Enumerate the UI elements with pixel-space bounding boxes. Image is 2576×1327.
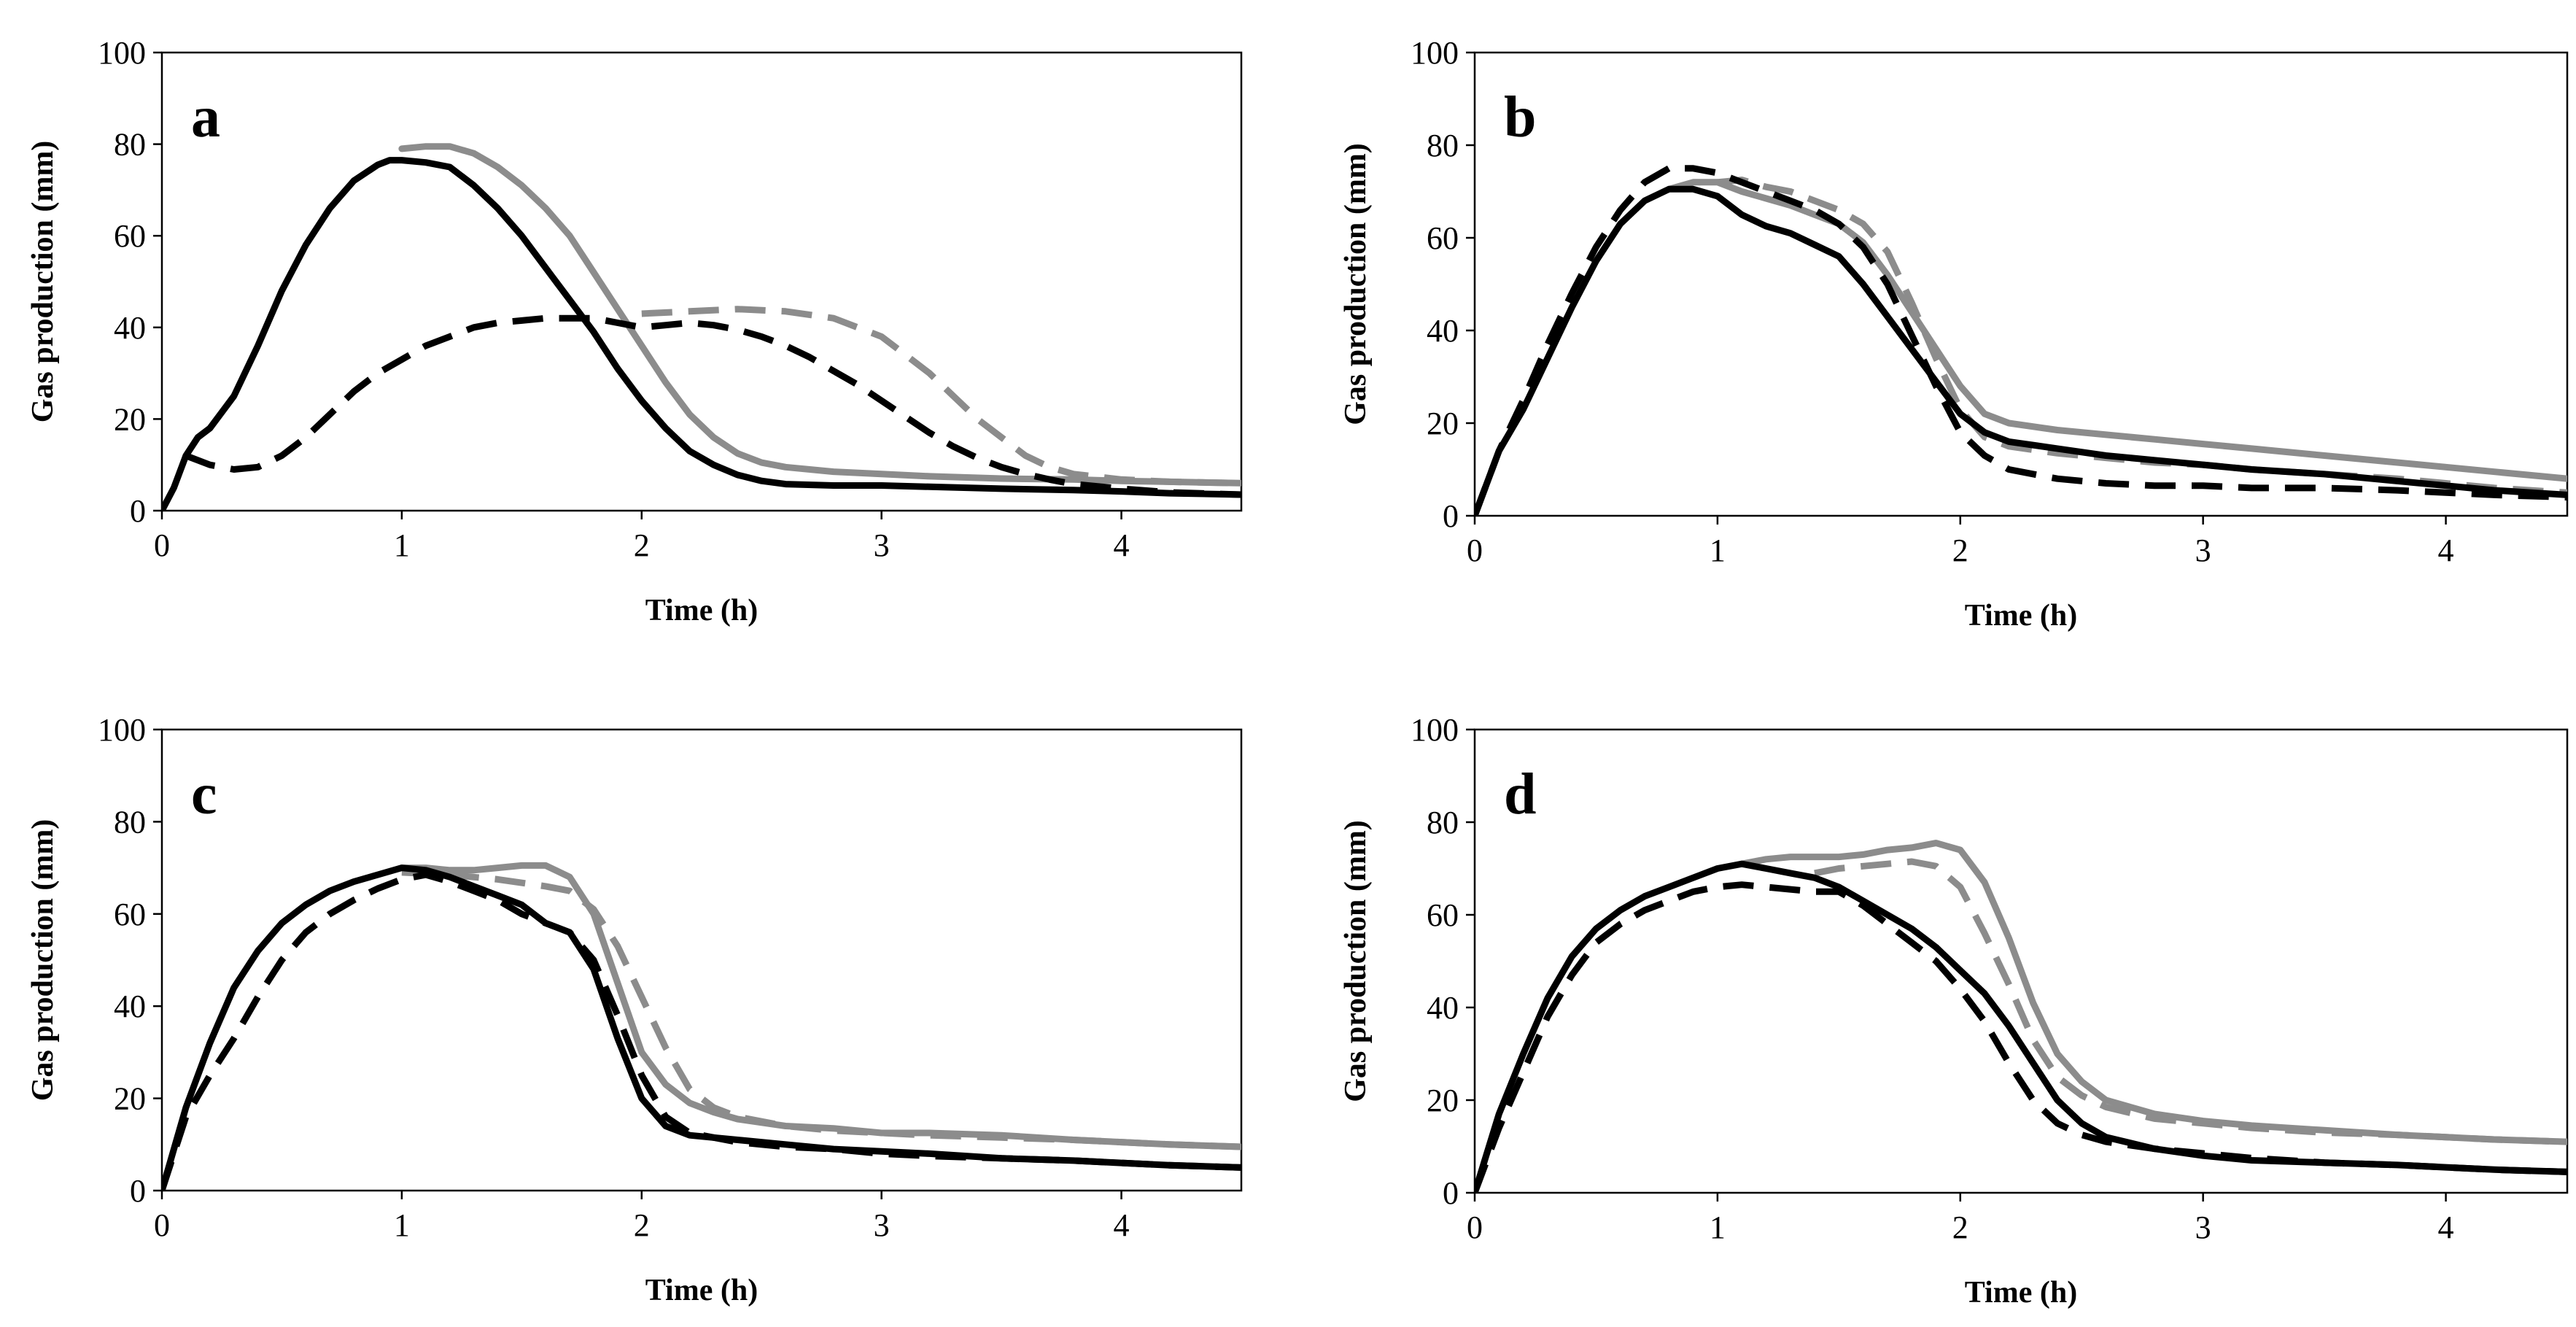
chart-panel-d: 0 20 40 60 80 100 0 1 2 3 4 Time (h) Gas production …	[1306, 671, 2576, 1327]
y-tick-label: 40	[114, 989, 146, 1024]
x-axis-label: Time (h)	[645, 1274, 758, 1307]
x-axis-label: Time (h)	[645, 594, 758, 627]
y-tick-label: 0	[1443, 498, 1459, 534]
y-axis-label: Gas production (mm)	[1339, 820, 1373, 1102]
panel-letter: b	[1504, 85, 1537, 150]
series-line-gray-solid	[1665, 179, 2567, 482]
y-axis-label: Gas production (mm)	[26, 141, 60, 423]
series-line-gray-solid	[398, 143, 1241, 487]
series-line-black-dashed	[185, 314, 1241, 498]
x-tick-label: 1	[394, 527, 410, 563]
y-tick-label: 20	[1427, 1083, 1459, 1118]
panel-letter: a	[191, 85, 220, 150]
y-axis-label: Gas production (mm)	[26, 819, 60, 1102]
x-tick-label: 3	[874, 1207, 890, 1243]
x-tick-label: 2	[634, 1207, 650, 1243]
x-axis-label: Time (h)	[1965, 1276, 2077, 1309]
y-tick-label: 60	[114, 218, 146, 254]
y-tick-label: 80	[114, 127, 146, 163]
panel-letter: c	[191, 762, 217, 827]
x-tick-label: 1	[1710, 1210, 1726, 1245]
y-axis-label: Gas production (mm)	[1339, 143, 1373, 425]
x-tick-label: 0	[154, 1207, 170, 1243]
panel-letter: d	[1504, 762, 1537, 827]
series-line-black-dashed	[1475, 881, 2567, 1193]
x-tick-label: 2	[634, 527, 650, 563]
plot-frame	[1473, 728, 2569, 1194]
x-tick-label: 4	[1114, 527, 1130, 563]
chart-svg-d: 0 20 40 60 80 100 0 1 2 3 4 Time (h) Gas production …	[1339, 712, 2569, 1309]
y-tick-label: 100	[1411, 712, 1459, 748]
chart-svg-c: 0 20 40 60 80 100 0 1 2 3 4 Time (h) Gas production …	[26, 712, 1243, 1307]
y-tick-label: 40	[1427, 990, 1459, 1026]
series-line-gray-dashed	[641, 306, 1241, 487]
y-tick-label: 100	[98, 35, 146, 71]
chart-svg-a: 0 20 40 60 80 100 0 1 2 3 4 Time (h) Gas production …	[26, 35, 1243, 627]
series-line-black-solid	[1475, 185, 2567, 516]
x-tick-label: 2	[1952, 1210, 1968, 1245]
y-tick-label: 80	[1427, 805, 1459, 840]
y-tick-label: 80	[114, 804, 146, 840]
series-line-gray-dashed	[1814, 858, 2567, 1145]
y-tick-label: 0	[130, 493, 146, 529]
chart-svg-b: 0 20 40 60 80 100 0 1 2 3 4 Time (h) Gas production …	[1339, 35, 2569, 632]
chart-panel-a: 0 20 40 60 80 100 0 1 2 3 4 Time (h) Gas production …	[0, 0, 1270, 656]
y-tick-label: 100	[98, 712, 146, 748]
plot-frame	[160, 728, 1243, 1192]
plot-frame	[160, 51, 1243, 512]
x-tick-label: 2	[1952, 533, 1968, 568]
x-tick-label: 4	[2438, 1210, 2454, 1245]
x-tick-label: 1	[1710, 533, 1726, 568]
series-line-black-dashed	[1475, 165, 2567, 516]
x-axis-label: Time (h)	[1965, 599, 2077, 632]
y-tick-label: 60	[114, 897, 146, 932]
x-tick-label: 3	[874, 527, 890, 563]
chart-panel-c: 0 20 40 60 80 100 0 1 2 3 4 Time (h) Gas production …	[0, 671, 1270, 1327]
y-tick-label: 60	[1427, 220, 1459, 256]
x-tick-label: 4	[2438, 533, 2454, 568]
y-tick-label: 80	[1427, 128, 1459, 163]
x-tick-label: 0	[1467, 1210, 1483, 1245]
y-tick-label: 20	[114, 1081, 146, 1117]
x-tick-label: 4	[1114, 1207, 1130, 1243]
x-tick-label: 0	[1467, 533, 1483, 568]
series-line-gray-dashed	[401, 869, 1241, 1150]
chart-panel-b: 0 20 40 60 80 100 0 1 2 3 4 Time (h) Gas production …	[1306, 0, 2576, 656]
y-tick-label: 40	[1427, 313, 1459, 349]
plot-frame	[1473, 51, 2569, 517]
series-line-black-dashed	[162, 871, 1241, 1191]
series-line-gray-solid	[1738, 840, 2567, 1145]
x-tick-label: 1	[394, 1207, 410, 1243]
x-tick-label: 0	[154, 527, 170, 563]
y-tick-label: 0	[1443, 1175, 1459, 1211]
y-tick-label: 20	[1427, 406, 1459, 441]
series-line-black-solid	[162, 157, 1241, 511]
y-tick-label: 20	[114, 401, 146, 437]
y-tick-label: 0	[130, 1173, 146, 1209]
series-line-gray-solid	[398, 862, 1241, 1150]
y-tick-label: 40	[114, 310, 146, 346]
y-tick-label: 100	[1411, 35, 1459, 71]
series-line-black-solid	[1475, 860, 2567, 1193]
x-tick-label: 3	[2195, 533, 2211, 568]
x-tick-label: 3	[2195, 1210, 2211, 1245]
y-tick-label: 60	[1427, 897, 1459, 933]
